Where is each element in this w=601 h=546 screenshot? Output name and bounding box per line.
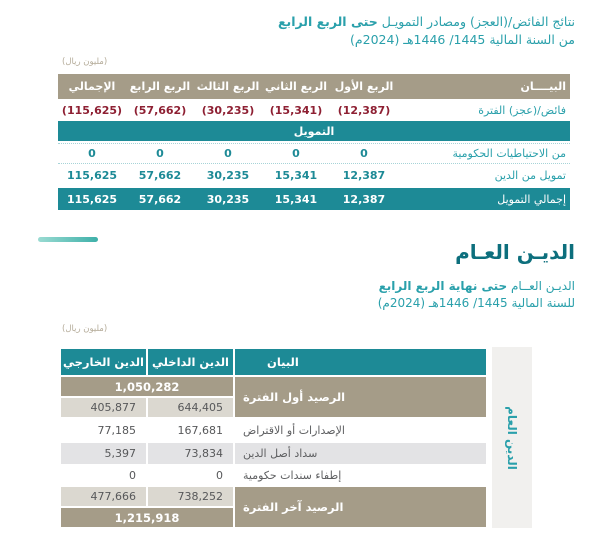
unit-note-million-riyal: (مليون ريال): [62, 324, 108, 334]
row-debt-financing: تمويل من الدين 12,387 15,341 30,235 57,6…: [58, 164, 570, 186]
closing-balance-total: 1,215,918: [61, 508, 233, 527]
public-debt-subtitle-line2: للسنة المالية 1445/ 1446هـ (2024م): [377, 296, 575, 310]
public-debt-subtitle: الديـن العــام حتى نهاية الربع الرابع لل…: [378, 278, 575, 312]
closing-external: 477,666: [61, 487, 146, 506]
section-divider-dash: [38, 237, 98, 242]
header-total: الإجمالي: [68, 80, 116, 93]
subtitle-regular: الديـن العــام: [507, 279, 575, 293]
deficit-total: (115,625): [61, 103, 123, 117]
header-q3: الربع الثالث: [196, 80, 260, 93]
closing-domestic: 738,252: [148, 487, 233, 506]
header-domestic-debt: الدين الداخلي: [148, 349, 233, 375]
issuances-domestic: 167,681: [177, 423, 224, 437]
row-issuances: الإصدارات أو الاقتراض 167,681 77,185: [61, 419, 486, 441]
issuances-external: 77,185: [97, 423, 137, 437]
closing-balance-label: الرصيد آخر الفترة: [235, 487, 486, 527]
report-title-line1: نتائج الفائض/(العجز) ومصادر التمويـل حتى…: [278, 13, 575, 31]
header-statement: البيان: [235, 349, 486, 375]
report-title: نتائج الفائض/(العجز) ومصادر التمويـل حتى…: [278, 13, 575, 49]
row-label: إطفاء سندات حكومية: [243, 469, 342, 482]
repayment-domestic: 73,834: [148, 443, 233, 464]
report-title-line2: من السنة المالية 1445/ 1446هـ (2024م): [350, 32, 575, 47]
reserves-q3: 0: [224, 147, 232, 160]
unit-note-million-riyal: (مليون ريال): [62, 57, 108, 67]
public-debt-table: البيان الدين الداخلي الدين الخارجي الرصي…: [60, 347, 488, 529]
deficit-q1: (12,387): [337, 103, 391, 117]
row-bond-amortization: إطفاء سندات حكومية 0 0: [61, 466, 486, 485]
debt-q3: 30,235: [206, 168, 250, 182]
row-opening-balance-split: 644,405 405,877: [61, 398, 486, 417]
reserves-q4: 0: [156, 147, 164, 160]
public-debt-side-strip: الدين العام: [492, 347, 532, 528]
row-label: سداد أصل الدين: [235, 443, 486, 464]
row-label: الإصدارات أو الاقتراض: [243, 423, 345, 437]
debt-q1: 12,387: [342, 168, 386, 182]
subtitle-bold: حتى نهاية الربع الرابع: [378, 279, 508, 293]
total-grand: 115,625: [66, 192, 118, 206]
header-q1: الربع الأول: [334, 80, 394, 93]
public-debt-title: الديـن العـام: [455, 240, 575, 264]
deficit-q3: (30,235): [201, 103, 255, 117]
financing-section-band: التمويل: [58, 121, 570, 141]
reserves-q1: 0: [360, 147, 368, 160]
opening-balance-total: 1,050,282: [61, 377, 233, 396]
report-title-regular: نتائج الفائض/(العجز) ومصادر التمويـل: [377, 14, 575, 29]
row-label: تمويل من الدين: [494, 168, 566, 182]
row-government-reserves: من الاحتياطيات الحكومية 0 0 0 0 0: [58, 143, 570, 164]
reserves-q2: 0: [292, 147, 300, 160]
debt-table-header: البيان الدين الداخلي الدين الخارجي: [61, 349, 486, 375]
header-q4: الربع الرابع: [129, 80, 191, 93]
financing-table: البيــــان الربع الأول الربع الثاني الرب…: [58, 74, 570, 210]
total-q4: 57,662: [138, 192, 182, 206]
row-surplus-deficit: فائض/(عجز) الفترة (12,387) (15,341) (30,…: [58, 99, 570, 121]
row-principal-repayment: سداد أصل الدين 73,834 5,397: [61, 443, 486, 464]
debt-q4: 57,662: [138, 168, 182, 182]
opening-domestic: 644,405: [148, 398, 233, 417]
debt-q2: 15,341: [274, 168, 318, 182]
deficit-q4: (57,662): [133, 103, 187, 117]
row-opening-balance-total: الرصيد أول الفترة 1,050,282: [61, 377, 486, 417]
row-label: إجمالي التمويل: [497, 192, 566, 206]
header-statement: البيــــان: [520, 80, 566, 93]
total-q1: 12,387: [342, 192, 386, 206]
amortization-external: 0: [129, 469, 136, 482]
public-debt-side-label: الدين العام: [505, 405, 519, 470]
opening-balance-label: الرصيد أول الفترة: [235, 377, 486, 417]
repayment-external: 5,397: [61, 443, 146, 464]
header-external-debt: الدين الخارجي: [61, 349, 146, 375]
debt-total: 115,625: [66, 168, 118, 182]
amortization-domestic: 0: [216, 469, 223, 482]
total-q3: 30,235: [206, 192, 250, 206]
row-closing-balance-total: 1,215,918: [61, 508, 486, 527]
row-label: من الاحتياطيات الحكومية: [452, 147, 566, 160]
opening-external: 405,877: [61, 398, 146, 417]
deficit-q2: (15,341): [269, 103, 323, 117]
row-total-financing: إجمالي التمويل 12,387 15,341 30,235 57,6…: [58, 188, 570, 210]
reserves-total: 0: [88, 147, 96, 160]
public-debt-subtitle-line1: الديـن العــام حتى نهاية الربع الرابع: [378, 278, 575, 295]
total-q2: 15,341: [274, 192, 318, 206]
row-closing-balance-split: الرصيد آخر الفترة 738,252 477,666: [61, 487, 486, 527]
report-title-bold: حتى الربع الرابع: [277, 14, 378, 29]
header-q2: الربع الثاني: [265, 80, 327, 93]
financing-table-header: البيــــان الربع الأول الربع الثاني الرب…: [58, 74, 570, 99]
row-label: فائض/(عجز) الفترة: [478, 103, 566, 117]
